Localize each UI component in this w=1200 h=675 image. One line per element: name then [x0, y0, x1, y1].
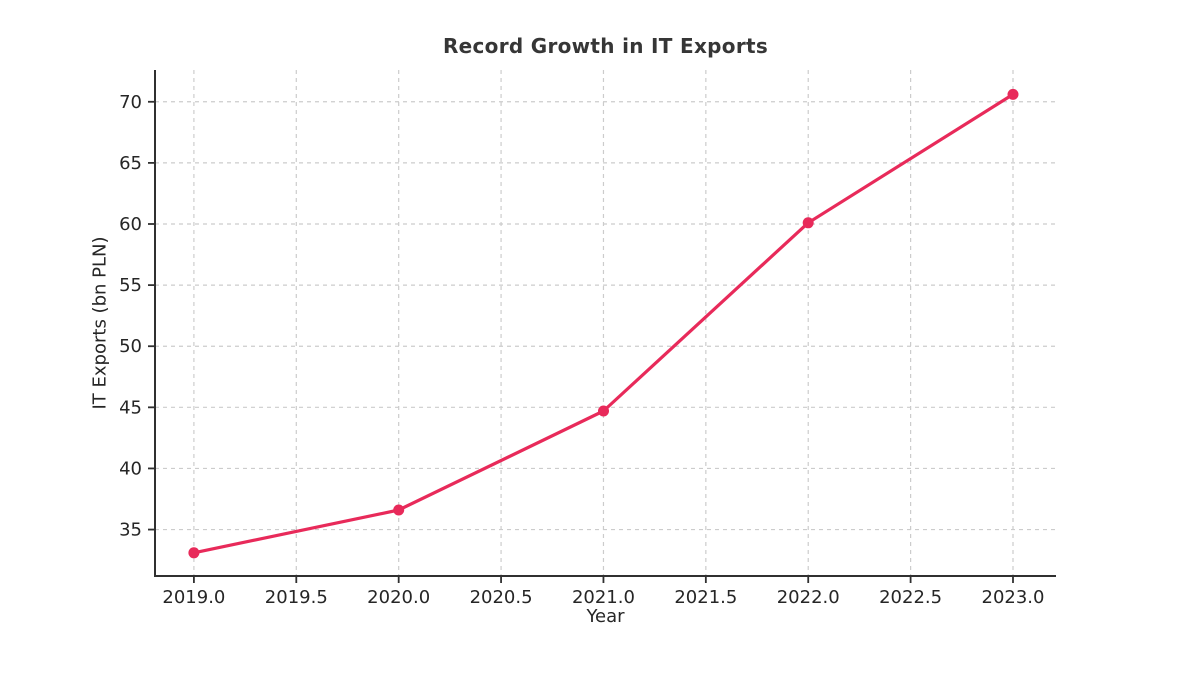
y-tick-label: 45: [119, 397, 142, 418]
x-tick-label: 2020.0: [367, 587, 430, 608]
y-axis-label: IT Exports (bn PLN): [89, 236, 111, 410]
y-tick-label: 50: [119, 336, 142, 357]
data-point: [598, 405, 609, 417]
x-tick-label: 2019.5: [265, 587, 328, 608]
chart-title: Record Growth in IT Exports: [442, 34, 769, 58]
y-tick-label: 60: [119, 214, 142, 235]
x-tick-label: 2022.5: [879, 587, 942, 608]
data-point: [802, 217, 814, 229]
y-tick-label: 55: [119, 275, 142, 296]
x-tick-label: 2020.5: [470, 587, 533, 608]
y-tick-label: 40: [119, 458, 142, 479]
x-tick-label: 2019.0: [162, 587, 225, 608]
y-tick-label: 35: [119, 520, 142, 541]
x-tick-label: 2022.0: [777, 587, 840, 608]
data-point: [188, 547, 200, 559]
data-point: [393, 504, 405, 516]
y-tick-label: 65: [119, 153, 142, 174]
x-tick-label: 2021.5: [674, 587, 737, 608]
x-axis-label: Year: [586, 606, 625, 627]
x-tick-label: 2021.0: [572, 587, 635, 608]
data-point: [1007, 88, 1019, 100]
y-tick-label: 70: [119, 92, 142, 113]
x-tick-label: 2023.0: [982, 587, 1045, 608]
